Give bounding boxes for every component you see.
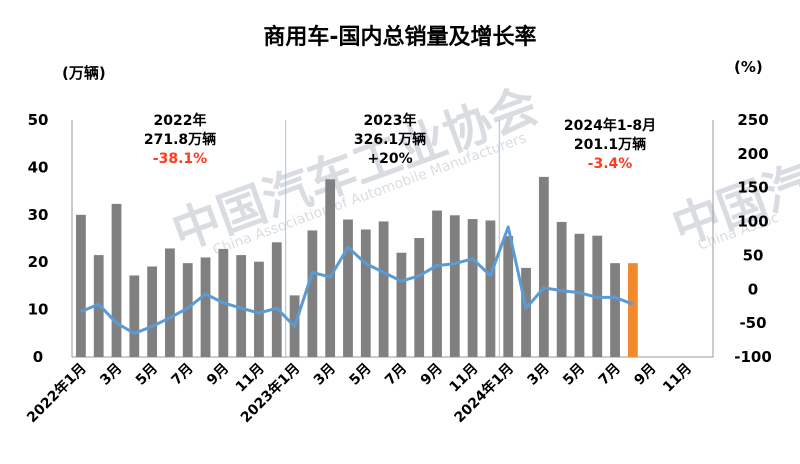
bar-22: [467, 219, 478, 357]
annotation-2022-year: 2022年: [154, 112, 207, 129]
x-tick-label-1: 3月: [97, 361, 125, 389]
x-tick-label-15: 7月: [596, 361, 624, 389]
annotation-2022-total: 271.8万辆: [144, 131, 216, 148]
bar-5: [165, 248, 175, 357]
x-tick-label-0: 2022年1月: [23, 360, 89, 426]
right-tick-label-4: 100: [737, 213, 768, 231]
left-axis-unit: (万辆): [62, 64, 106, 82]
left-tick-label-4: 40: [28, 158, 49, 176]
bar-23: [485, 220, 496, 357]
x-tick-label-4: 9月: [204, 361, 232, 389]
bar-10: [254, 261, 264, 357]
bar-16: [360, 229, 371, 357]
bar-11: [271, 242, 282, 357]
left-tick-label-5: 50: [28, 111, 49, 129]
x-tick-label-13: 3月: [525, 361, 553, 389]
right-tick-label-1: -50: [739, 314, 766, 332]
bar-14: [325, 179, 336, 357]
left-tick-label-3: 30: [28, 206, 49, 224]
bar-20: [432, 210, 442, 357]
left-axis-ticks: 0 10 20 30 40 50: [28, 111, 49, 366]
x-tick-label-2: 5月: [133, 361, 161, 389]
bar-7: [200, 257, 211, 357]
right-tick-label-6: 200: [737, 145, 768, 163]
left-tick-label-2: 20: [28, 253, 49, 271]
bar-24: [503, 236, 514, 357]
x-tick-label-14: 5月: [560, 361, 588, 389]
annotation-2022-growth: -38.1%: [153, 151, 207, 167]
bar-25: [521, 267, 531, 357]
right-axis-ticks: -100 -50 0 50 100 150 200 250: [734, 111, 772, 366]
growth-line: [80, 225, 634, 335]
right-axis-unit: (%): [734, 58, 763, 76]
chart-title: 商用车-国内总销量及增长率: [263, 24, 536, 50]
left-tick-label-1: 10: [28, 301, 49, 319]
bar-13: [307, 230, 318, 357]
watermark: 中国汽车工业协会 China Association of Automobile…: [165, 77, 800, 261]
bar-28: [574, 233, 585, 357]
growth-line-series: [80, 225, 634, 335]
right-tick-label-0: -100: [734, 348, 772, 366]
x-tick-label-7: 3月: [311, 361, 339, 389]
bar-21: [449, 215, 460, 357]
bar-2: [111, 203, 122, 357]
annotation-2024-year: 2024年1-8月: [564, 117, 656, 134]
x-tick-label-10: 9月: [418, 361, 446, 389]
bar-30: [610, 263, 620, 357]
x-tick-label-16: 9月: [631, 361, 659, 389]
annotation-2024-total: 201.1万辆: [574, 136, 646, 153]
annotation-2023: 2023年 326.1万辆 +20%: [354, 112, 426, 167]
right-tick-label-7: 250: [737, 111, 768, 129]
x-tick-label-3: 7月: [168, 361, 196, 389]
bar-3: [129, 275, 140, 357]
annotation-2024: 2024年1-8月 201.1万辆 -3.4%: [564, 117, 656, 172]
bar-18: [396, 252, 407, 357]
bar-0: [76, 214, 86, 357]
x-tick-label-17: 11月: [660, 361, 695, 396]
annotation-2023-year: 2023年: [364, 112, 417, 129]
bar-26: [538, 176, 549, 357]
bar-19: [414, 238, 425, 357]
x-tick-label-9: 7月: [382, 361, 410, 389]
annotation-2023-total: 326.1万辆: [354, 131, 426, 148]
bar-17: [378, 221, 389, 357]
right-tick-label-3: 50: [743, 246, 764, 264]
bar-4: [147, 266, 158, 357]
right-tick-label-2: 0: [748, 280, 758, 298]
left-tick-label-0: 0: [33, 348, 43, 366]
right-tick-label-5: 150: [737, 179, 768, 197]
annotation-2024-growth: -3.4%: [588, 156, 633, 172]
annotation-2023-growth: +20%: [367, 151, 412, 167]
bar-15: [343, 219, 353, 357]
annotation-2022: 2022年 271.8万辆 -38.1%: [144, 112, 216, 167]
bar-9: [236, 255, 247, 357]
x-tick-label-8: 5月: [347, 361, 375, 389]
bar-31: [627, 263, 638, 357]
bar-6: [182, 263, 193, 357]
